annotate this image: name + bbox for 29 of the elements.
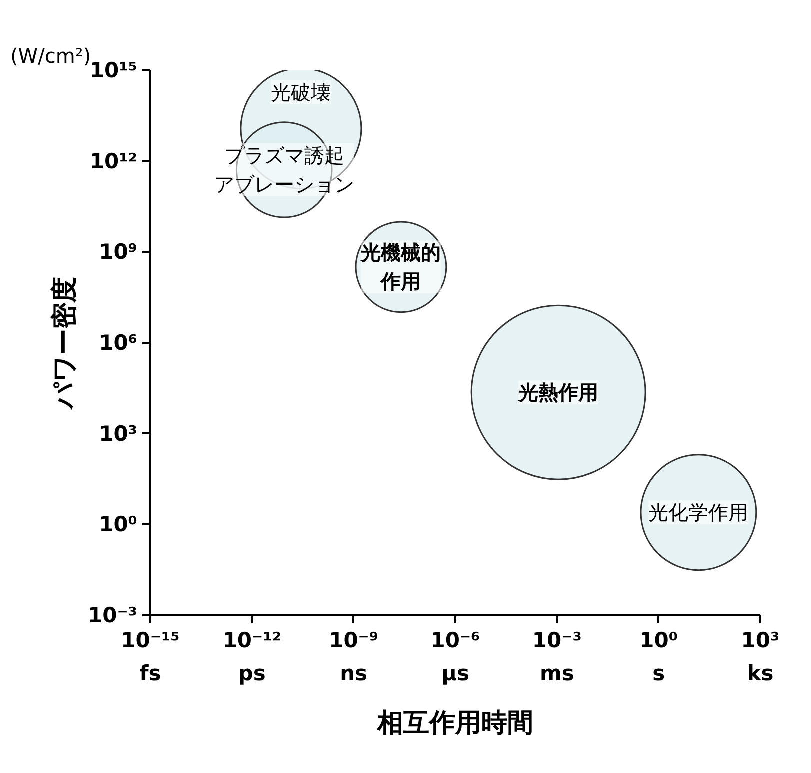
x-tick-label: 10⁻¹² bbox=[222, 628, 282, 652]
series-label: 光化学作用 bbox=[648, 500, 749, 525]
text: ks bbox=[747, 662, 774, 686]
text: s bbox=[652, 662, 666, 686]
x-tick-label: 10³ bbox=[741, 628, 780, 652]
y-tick-label: 10¹⁵ bbox=[90, 58, 138, 82]
series-label: プラズマ誘起アブレーション bbox=[214, 144, 354, 196]
y-tick-label: 10⁶ bbox=[99, 331, 138, 355]
y-axis-title: パワー密度 bbox=[50, 277, 80, 411]
x-tick-label: 10⁻⁶ bbox=[430, 628, 480, 652]
y-tick-label: 10⁹ bbox=[99, 240, 138, 264]
y-tick-label: 10³ bbox=[99, 422, 138, 446]
y-tick-label: 10⁻³ bbox=[88, 604, 138, 628]
text: ns bbox=[340, 662, 368, 686]
x-tick-label: 10⁻⁹ bbox=[329, 628, 379, 652]
series-label: 光熱作用 bbox=[518, 380, 599, 405]
x-axis-title: 相互作用時間 bbox=[376, 708, 534, 738]
series-label: 光破壊 bbox=[271, 80, 332, 104]
y-tick-label: 10⁰ bbox=[99, 512, 138, 537]
text: ps bbox=[238, 662, 266, 686]
y-tick-label: 10¹² bbox=[90, 149, 138, 174]
text: fs bbox=[140, 662, 162, 686]
text: μs bbox=[442, 662, 470, 686]
x-tick-label: 10⁰ bbox=[640, 628, 678, 652]
x-tick-label: 10⁻¹⁵ bbox=[121, 628, 180, 652]
text: (W/cm²) bbox=[10, 44, 92, 68]
series-label: 光機械的作用 bbox=[360, 240, 442, 294]
x-tick-label: 10⁻³ bbox=[532, 628, 582, 652]
text: ms bbox=[540, 662, 574, 686]
